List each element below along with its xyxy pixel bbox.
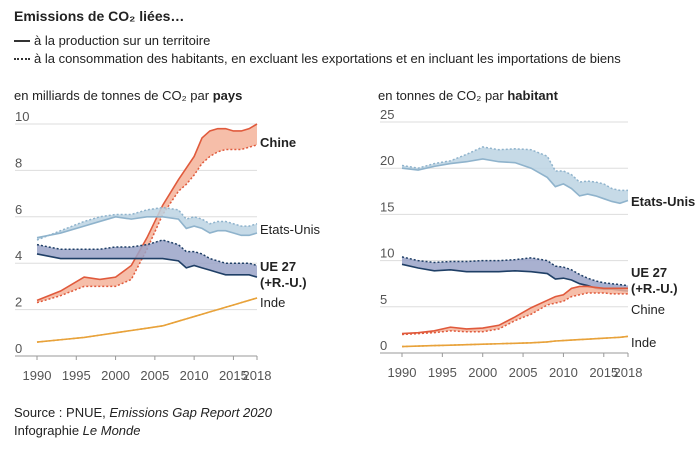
india-band <box>37 298 257 343</box>
x-tick-label: 2010 <box>549 365 578 380</box>
eu-series-label: UE 27 (+R.-U.) <box>260 259 307 290</box>
y-tick-label: 8 <box>15 155 22 170</box>
china-production-line <box>401 285 628 335</box>
y-tick-label: 25 <box>380 107 394 122</box>
solid-line-swatch <box>14 39 30 42</box>
y-tick-label: 15 <box>380 199 394 214</box>
x-tick-label: 1995 <box>428 365 457 380</box>
india-consumption-line <box>36 297 258 343</box>
left-subtitle: en milliards de tonnes de CO₂ par pays <box>14 88 243 103</box>
legend-solid-label: à la production sur un territoire <box>34 33 211 48</box>
legend-dotted-label: à la consommation des habitants, en excl… <box>34 51 621 66</box>
india-production-line <box>401 335 629 348</box>
x-tick-label: 2015 <box>589 365 618 380</box>
eu-band <box>402 256 628 292</box>
india-production-line <box>36 297 258 343</box>
credit-line: Infographie Le Monde <box>14 423 141 438</box>
china-consumption-line <box>36 144 258 304</box>
y-tick-label: 0 <box>15 341 22 356</box>
legend-dotted: à la consommation des habitants, en excl… <box>14 51 621 66</box>
y-tick-label: 10 <box>380 246 394 261</box>
x-tick-label: 1990 <box>388 365 417 380</box>
eu-series-label: UE 27 (+R.-U.) <box>631 265 678 296</box>
x-tick-label: 2015 <box>219 368 248 383</box>
y-tick-label: 6 <box>15 202 22 217</box>
dotted-line-swatch <box>14 57 30 60</box>
y-tick-label: 4 <box>15 248 22 263</box>
x-tick-label: 2005 <box>140 368 169 383</box>
usa-consumption-line <box>36 206 258 241</box>
usa-series-label: Etats-Unis <box>631 194 695 209</box>
usa-production-line <box>401 158 629 205</box>
y-tick-label: 0 <box>380 338 387 353</box>
usa-consumption-line <box>401 146 628 192</box>
china-series-label: Chine <box>260 135 296 150</box>
usa-band <box>37 207 257 240</box>
x-tick-label: 2005 <box>509 365 538 380</box>
china-series-label: Chine <box>631 302 665 317</box>
india-series-label: Inde <box>631 335 656 350</box>
usa-series-label: Etats-Unis <box>260 222 320 237</box>
source-line: Source : PNUE, Emissions Gap Report 2020 <box>14 405 272 420</box>
x-tick-label: 2018 <box>614 365 643 380</box>
x-tick-label: 1995 <box>62 368 91 383</box>
eu-production-line <box>36 253 258 278</box>
y-tick-label: 20 <box>380 153 394 168</box>
india-series-label: Inde <box>260 295 285 310</box>
china-band <box>37 124 257 303</box>
x-tick-label: 2000 <box>101 368 130 383</box>
x-tick-label: 2018 <box>243 368 272 383</box>
china-band <box>402 286 628 335</box>
x-tick-label: 2000 <box>468 365 497 380</box>
x-tick-label: 1990 <box>23 368 52 383</box>
usa-band <box>402 146 628 204</box>
x-tick-label: 2010 <box>180 368 209 383</box>
right-subtitle: en tonnes de CO₂ par habitant <box>378 88 558 103</box>
y-tick-label: 10 <box>15 109 29 124</box>
china-production-line <box>36 123 258 302</box>
y-tick-label: 5 <box>380 292 387 307</box>
legend-solid: à la production sur un territoire <box>14 33 210 48</box>
chart-title: Emissions de CO₂ liées… <box>14 8 185 24</box>
usa-production-line <box>36 215 258 239</box>
y-tick-label: 2 <box>15 295 22 310</box>
china-consumption-line <box>401 292 628 336</box>
